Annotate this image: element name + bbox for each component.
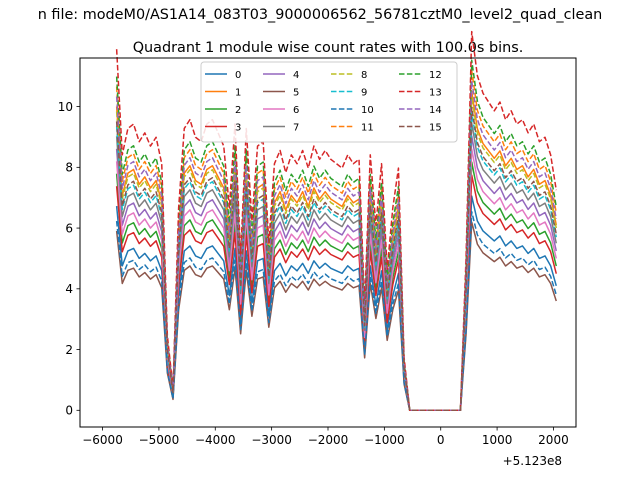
legend-label-13: 13 (429, 87, 442, 98)
series-line-7 (115, 122, 558, 412)
y-tick-label: 0 (65, 404, 73, 418)
series-line-15 (115, 106, 558, 412)
legend-label-2: 2 (235, 105, 241, 116)
series-line-11 (115, 70, 558, 412)
figure-suptitle: n file: modeM0/AS1A14_083T03_9000006562_… (38, 7, 603, 23)
legend-label-11: 11 (361, 122, 374, 133)
legend-label-15: 15 (429, 122, 442, 133)
x-tick-label: 0 (437, 433, 445, 447)
legend-label-10: 10 (361, 105, 374, 116)
legend-label-5: 5 (293, 87, 299, 98)
legend-label-14: 14 (429, 105, 442, 116)
legend-label-8: 8 (361, 70, 367, 81)
x-axis-ticks: −6000 −5000 −4000 −3000 −2000 −1000 0 1000 2000 (82, 427, 569, 447)
x-tick-label: 2000 (538, 433, 569, 447)
series-line-1 (115, 90, 558, 412)
x-tick-label: −4000 (195, 433, 236, 447)
x-tick-label: −2000 (308, 433, 349, 447)
y-tick-label: 6 (65, 221, 73, 235)
series-line-9 (115, 111, 558, 412)
legend-frame (200, 61, 458, 143)
legend-label-1: 1 (235, 87, 241, 98)
x-tick-label: −6000 (82, 433, 123, 447)
series-line-14 (115, 80, 558, 412)
series-layer (115, 30, 558, 412)
y-tick-label: 10 (58, 100, 73, 114)
legend-label-7: 7 (293, 122, 299, 133)
y-tick-label: 8 (65, 161, 73, 175)
series-line-4 (115, 135, 558, 412)
series-line-10 (115, 211, 557, 412)
chart-title: Quadrant 1 module wise count rates with … (133, 40, 524, 56)
legend-label-4: 4 (293, 70, 299, 81)
series-line-12 (115, 59, 558, 412)
series-line-3 (115, 174, 557, 412)
y-tick-label: 4 (65, 282, 73, 296)
plot-frame (79, 57, 577, 428)
legend-label-12: 12 (429, 70, 442, 81)
x-axis-offset-text: +5.123e8 (503, 454, 562, 468)
series-line-0 (115, 195, 557, 412)
series-line-5 (115, 221, 557, 412)
x-tick-label: 1000 (482, 433, 513, 447)
series-line-13 (115, 30, 558, 412)
legend-label-9: 9 (361, 87, 367, 98)
series-line-8 (115, 96, 558, 412)
x-tick-label: −1000 (364, 433, 405, 447)
legend-label-0: 0 (235, 70, 241, 81)
x-tick-label: −5000 (139, 433, 180, 447)
series-line-2 (115, 161, 557, 412)
legend-label-6: 6 (293, 105, 299, 116)
series-line-6 (115, 148, 558, 412)
x-tick-label: −3000 (251, 433, 292, 447)
y-axis-ticks: 0 2 4 6 8 10 (58, 100, 80, 418)
legend-label-3: 3 (235, 122, 241, 133)
y-tick-label: 2 (65, 343, 73, 357)
